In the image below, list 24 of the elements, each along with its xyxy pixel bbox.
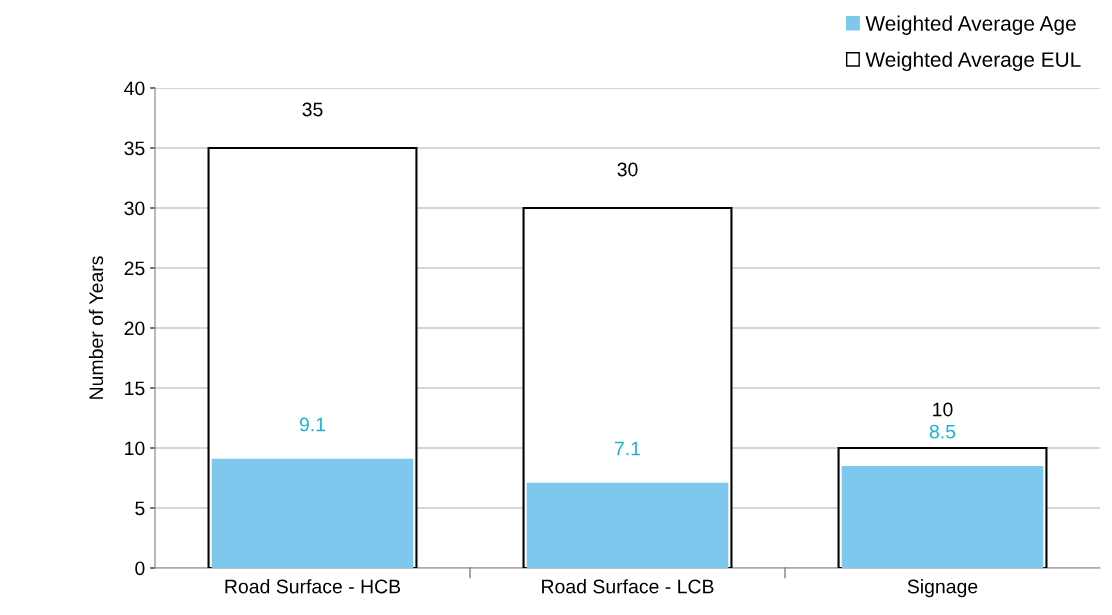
y-axis-title: Number of Years [88,256,104,399]
data-label: 35 [302,102,323,117]
y-tick-label: 25 [124,261,145,276]
x-tick-label: Road Surface - LCB [542,579,714,594]
data-label: 10 [933,402,953,417]
y-tick-label: 0 [135,561,145,576]
x-tick-label: Signage [907,579,978,598]
y-tick-label: 30 [124,201,145,216]
x-tick-label: Road Surface - HCB [225,579,401,594]
data-label: 7.1 [614,441,641,456]
y-tick-label: 35 [124,141,145,156]
legend-label: Weighted Average EUL [865,51,1081,72]
bar [841,466,1044,568]
y-tick-label: 10 [125,441,145,456]
data-label: 30 [617,162,638,177]
y-tick-label: 40 [124,81,145,96]
bar [526,482,729,568]
data-label: 8.5 [929,424,956,439]
y-tick-label: 20 [124,321,145,336]
data-label: 9.1 [299,417,326,432]
bar [211,458,414,568]
legend-label: Weighted Average Age [865,15,1076,35]
y-tick-label: 15 [125,381,145,396]
y-tick-label: 5 [135,501,145,516]
